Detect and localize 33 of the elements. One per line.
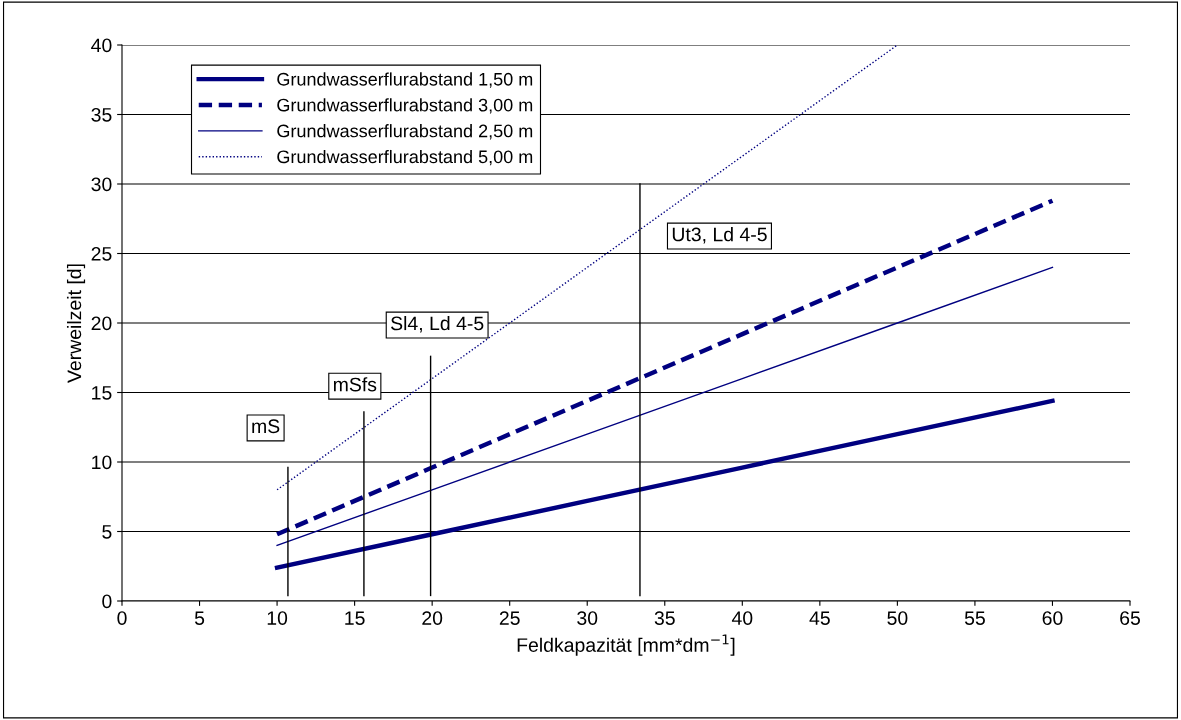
x-tick-label: 10 [267, 611, 288, 625]
y-tick-label: 40 [91, 38, 112, 53]
x-tick-label: 40 [731, 611, 753, 625]
legend-label: Grundwasserflurabstand 2,50 m [277, 124, 533, 140]
x-tick-label: 30 [577, 611, 598, 625]
x-tick-label: 0 [117, 611, 127, 625]
ref-line-label: Sl4, Ld 4-5 [391, 315, 484, 333]
y-tick-label: 0 [102, 594, 112, 609]
y-tick-label: 15 [92, 386, 112, 400]
x-tick-label: 60 [1042, 611, 1063, 625]
x-tick-label: 50 [887, 611, 908, 625]
x-tick-label: 20 [422, 611, 443, 625]
x-tick-label: 55 [964, 611, 985, 625]
x-axis-title: Feldkapazität [mm*dm$^{−1}$] [517, 634, 735, 656]
y-tick-label: 30 [91, 177, 112, 192]
y-tick-label: 35 [91, 107, 112, 122]
x-tick-label: 65 [1120, 611, 1140, 625]
x-tick-label: 25 [499, 611, 520, 625]
ref-line-label: Ut3, Ld 4-5 [672, 227, 767, 244]
legend-label: Grundwasserflurabstand 3,00 m [277, 98, 533, 114]
y-tick-label: 20 [91, 316, 112, 331]
ref-line-label: mSfs [333, 377, 377, 392]
y-tick-label: 25 [91, 246, 112, 261]
ref-line-label: mS [252, 419, 280, 434]
legend-label: Grundwasserflurabstand 5,00 m [277, 149, 533, 166]
x-tick-label: 35 [654, 611, 675, 625]
y-tick-label: 5 [102, 525, 112, 539]
x-tick-label: 45 [809, 611, 830, 625]
x-tick-label: 5 [194, 611, 205, 625]
y-axis-title: Verweilzeit [d] [66, 264, 86, 383]
x-tick-label: 15 [345, 611, 365, 625]
y-tick-label: 10 [92, 455, 112, 470]
legend-label: Grundwasserflurabstand 1,50 m [277, 72, 533, 88]
